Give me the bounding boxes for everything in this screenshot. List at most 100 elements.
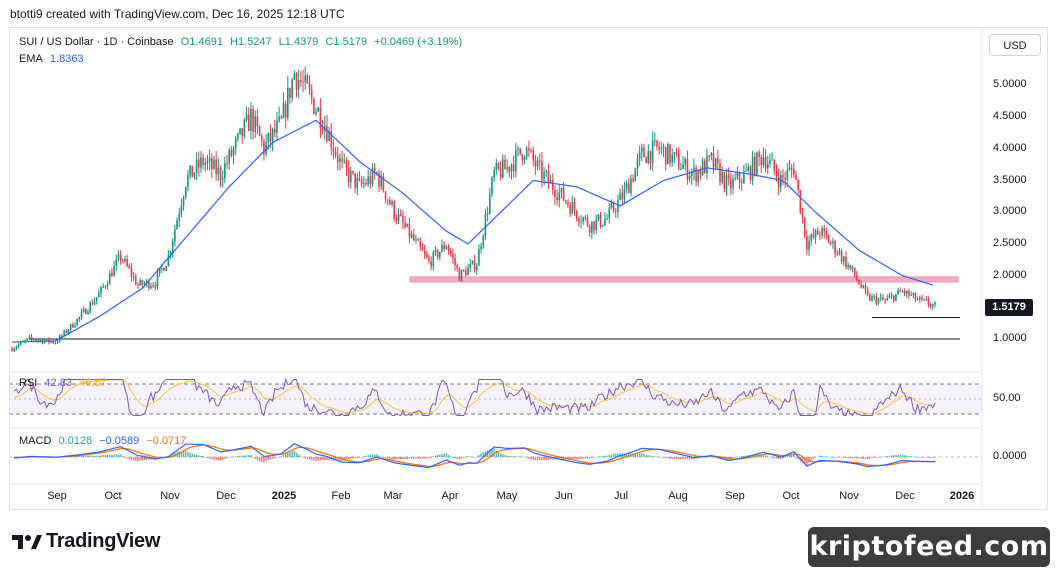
macd-hist-bar — [356, 457, 359, 459]
candle-body — [643, 147, 645, 158]
candle-body — [801, 212, 804, 218]
candle-body — [706, 155, 708, 174]
macd-hist-bar — [682, 457, 684, 460]
macd-hist-bar — [586, 457, 589, 459]
price-legend[interactable]: SUI / US Dollar · 1D · Coinbase O1.4691 … — [19, 36, 466, 48]
macd-hist-bar — [602, 455, 604, 457]
candle-body — [124, 258, 126, 262]
macd-hist-bar — [754, 454, 756, 457]
candle-body — [308, 83, 311, 90]
macd-hist-bar — [258, 457, 261, 462]
y-tick-7: 1.0000 — [993, 332, 1027, 344]
candle-body — [725, 175, 728, 189]
macd-hist-bar — [443, 453, 445, 457]
macd-hist-bar — [337, 457, 339, 461]
candle-body — [111, 273, 113, 277]
candle-body — [208, 158, 211, 162]
chart-frame — [9, 27, 1048, 510]
macd-hist-bar — [256, 457, 259, 461]
tradingview-brand[interactable]: TradingView — [12, 530, 160, 553]
macd-hist-bar — [352, 457, 354, 459]
candle-body — [627, 183, 630, 194]
candle-body — [621, 193, 624, 200]
macd-hist-bar — [769, 457, 771, 458]
macd-hist-bar — [567, 457, 569, 460]
candle-body — [541, 161, 543, 180]
macd-hist-bar — [738, 456, 741, 457]
macd-hist-bar — [869, 457, 871, 459]
macd-hist-bar — [417, 457, 419, 459]
candle-body — [54, 343, 57, 345]
macd-hist-bar — [82, 455, 85, 457]
candle-body — [591, 221, 593, 233]
macd-hist-bar — [326, 457, 328, 461]
candle-body — [569, 205, 571, 214]
candle-body — [849, 264, 852, 269]
candle-body — [449, 250, 452, 255]
candle-body — [28, 336, 31, 339]
candle-body — [13, 348, 15, 351]
macd-hist-bar — [506, 455, 508, 457]
macd-hist-bar — [458, 457, 461, 460]
macd-hist-bar — [145, 457, 148, 460]
rsi-legend[interactable]: RSI 42.83 46.87 — [19, 377, 111, 389]
macd-hist-bar — [517, 456, 519, 457]
macd-hist-bar — [534, 457, 537, 461]
macd-hist-bar — [365, 455, 367, 457]
candle-body — [547, 170, 550, 183]
candle-body — [565, 200, 567, 202]
macd-hist-bar — [897, 454, 899, 457]
x-tick-jun: Jun — [555, 490, 573, 502]
candle-body — [916, 299, 919, 301]
macd-pane — [9, 443, 982, 469]
macd-hist-bar — [643, 454, 645, 457]
candle-body — [102, 286, 105, 288]
macd-hist-bar — [252, 457, 254, 458]
macd-hist-bar — [193, 454, 196, 457]
x-tick-sep: Sep — [725, 490, 745, 502]
macd-hist-bar — [465, 456, 467, 458]
macd-hist-bar — [358, 457, 361, 458]
macd-hist-bar — [293, 450, 296, 457]
macd-hist-bar — [300, 456, 302, 457]
macd-hist-bar — [109, 454, 111, 457]
candle-body — [87, 311, 89, 314]
macd-hist-bar — [313, 457, 315, 461]
candle-body — [654, 140, 656, 142]
macd-hist-bar — [877, 457, 880, 458]
candle-body — [193, 172, 196, 178]
support-zone — [30, 276, 960, 340]
candle-body — [656, 140, 658, 147]
macd-hist-bar — [369, 454, 372, 457]
candle-body — [506, 166, 508, 170]
candle-body — [595, 219, 598, 230]
candle-body — [899, 290, 902, 292]
macd-hist-bar — [923, 457, 925, 458]
candle-body — [680, 169, 682, 171]
candle-body — [30, 336, 33, 339]
macd-hist-bar — [780, 457, 782, 460]
macd-hist-bar — [402, 457, 404, 460]
macd-hist-bar — [873, 457, 875, 458]
macd-hist-bar — [730, 457, 732, 459]
candle-body — [178, 213, 181, 221]
macd-hist-bar — [371, 454, 374, 457]
candle-body — [373, 168, 376, 174]
macd-hist-bar — [847, 457, 849, 459]
macd-hist-bar — [806, 457, 808, 466]
candle-body — [567, 201, 569, 206]
candle-body — [912, 293, 915, 295]
currency-button[interactable]: USD — [989, 34, 1041, 56]
ema-legend[interactable]: EMA 1.8363 — [19, 53, 88, 65]
candle-body — [343, 160, 346, 162]
candle-body — [649, 151, 652, 164]
candle-body — [543, 172, 545, 180]
candle-body — [491, 177, 493, 195]
candle-body — [803, 217, 806, 236]
macd-hist-bar — [148, 457, 150, 460]
macd-legend[interactable]: MACD 0.0128 −0.0589 −0.0717 — [19, 435, 190, 447]
macd-hist-bar — [734, 457, 736, 458]
candle-body — [703, 160, 706, 174]
macd-hist-bar — [547, 457, 550, 460]
